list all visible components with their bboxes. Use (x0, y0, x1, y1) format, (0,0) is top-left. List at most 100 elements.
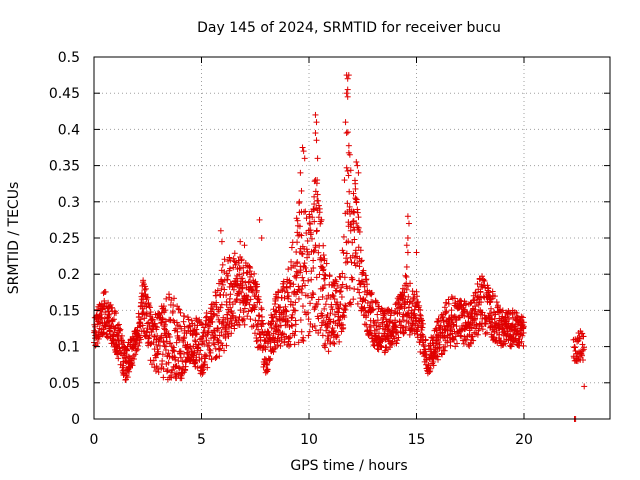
plot-frame (93, 56, 611, 420)
data-point (308, 229, 315, 236)
data-point (394, 337, 401, 344)
data-point (314, 155, 321, 162)
data-point (363, 321, 370, 328)
data-point (142, 283, 149, 290)
data-point (273, 326, 280, 333)
data-point (152, 323, 159, 330)
data-point (340, 233, 347, 240)
data-point (115, 321, 122, 328)
data-point (319, 285, 326, 292)
data-point (297, 267, 304, 274)
data-point (469, 333, 476, 340)
data-point (226, 295, 233, 302)
data-point (339, 270, 346, 277)
data-point (204, 364, 211, 371)
data-point (160, 365, 167, 372)
data-point (141, 332, 148, 339)
data-point (307, 300, 314, 307)
data-point (201, 361, 208, 368)
data-point (202, 355, 209, 362)
data-point (214, 325, 221, 332)
data-point (149, 316, 156, 323)
data-point (209, 318, 216, 325)
data-point (442, 343, 449, 350)
data-point (337, 301, 344, 308)
data-point (315, 249, 322, 256)
data-point (165, 350, 172, 357)
data-point (298, 289, 305, 296)
data-point (298, 232, 305, 239)
data-point (288, 322, 295, 329)
data-point (144, 294, 151, 301)
data-point (211, 334, 218, 341)
data-point (341, 274, 348, 281)
data-point (346, 284, 353, 291)
data-point (574, 338, 581, 345)
data-point (520, 329, 527, 336)
data-point (214, 312, 221, 319)
data-point (107, 301, 114, 308)
data-point (347, 227, 354, 234)
data-point (193, 331, 200, 338)
data-point (403, 273, 410, 280)
data-point (238, 289, 245, 296)
data-point (402, 323, 409, 330)
data-point (344, 167, 351, 174)
data-point (307, 221, 314, 228)
data-point (451, 336, 458, 343)
data-point (271, 339, 278, 346)
data-point (147, 341, 154, 348)
data-point (219, 261, 226, 268)
data-point (343, 130, 350, 137)
data-point (401, 300, 408, 307)
data-point (439, 351, 446, 358)
data-point (172, 354, 179, 361)
data-point (419, 317, 426, 324)
data-point (395, 299, 402, 306)
data-point (244, 297, 251, 304)
data-point (349, 276, 356, 283)
data-point (374, 299, 381, 306)
data-point (324, 312, 331, 319)
data-point (216, 346, 223, 353)
data-point (153, 363, 160, 370)
data-point (359, 278, 366, 285)
data-point (355, 214, 362, 221)
data-point (403, 286, 410, 293)
data-point (321, 305, 328, 312)
data-point (579, 347, 586, 354)
data-point (171, 348, 178, 355)
data-point (305, 316, 312, 323)
data-point (273, 313, 280, 320)
data-point (329, 291, 336, 298)
data-point (364, 281, 371, 288)
data-point (181, 350, 188, 357)
data-point (349, 218, 356, 225)
data-point (146, 302, 153, 309)
data-point (264, 366, 271, 373)
data-point (327, 338, 334, 345)
data-point (358, 257, 365, 264)
data-point (227, 304, 234, 311)
data-point (203, 337, 210, 344)
data-point (117, 326, 124, 333)
data-point (406, 331, 413, 338)
data-point (338, 284, 345, 291)
data-point (241, 242, 248, 249)
data-point (165, 359, 172, 366)
data-point (258, 306, 265, 313)
data-point (239, 285, 246, 292)
data-point (354, 286, 361, 293)
data-point (285, 295, 292, 302)
data-point (102, 323, 109, 330)
data-point (394, 329, 401, 336)
data-point (478, 273, 485, 280)
data-point (342, 303, 349, 310)
data-point (294, 259, 301, 266)
data-point (429, 334, 436, 341)
x-tick-label: 10 (300, 432, 318, 448)
data-point (281, 288, 288, 295)
data-point (256, 313, 263, 320)
data-point (286, 335, 293, 342)
data-point (255, 326, 262, 333)
